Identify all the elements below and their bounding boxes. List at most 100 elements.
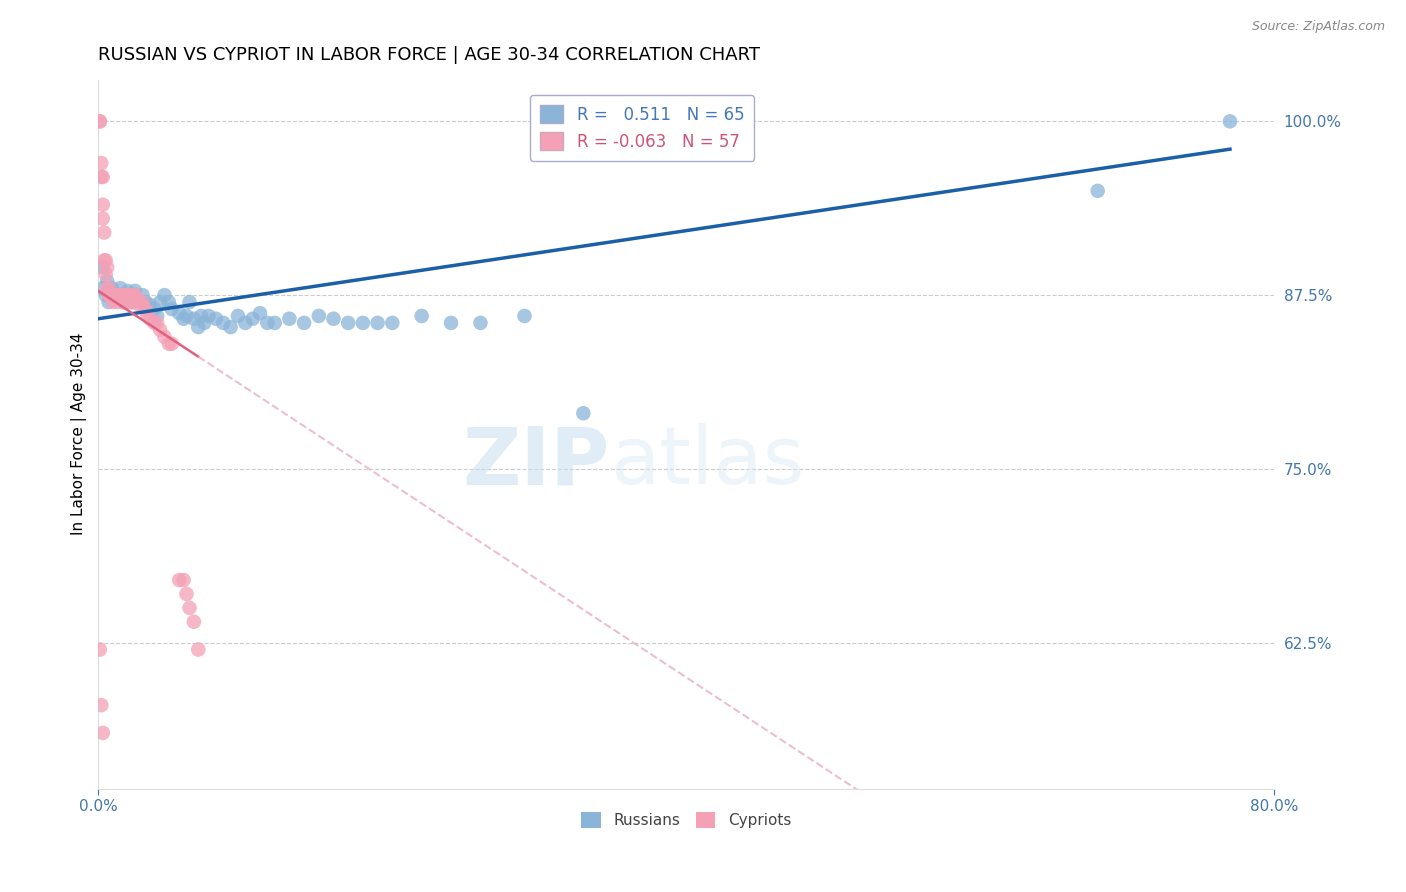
Point — [470, 316, 492, 330]
Point — [256, 316, 278, 330]
Point — [278, 311, 301, 326]
Point — [112, 295, 135, 310]
Point — [94, 288, 117, 302]
Point — [96, 274, 118, 288]
Point — [93, 253, 115, 268]
Point — [93, 226, 115, 240]
Point — [89, 642, 111, 657]
Point — [122, 288, 145, 302]
Point — [110, 288, 132, 302]
Point — [128, 298, 150, 312]
Y-axis label: In Labor Force | Age 30-34: In Labor Force | Age 30-34 — [72, 333, 87, 535]
Point — [263, 316, 285, 330]
Point — [205, 311, 228, 326]
Point — [153, 288, 176, 302]
Point — [122, 288, 145, 302]
Point — [96, 281, 118, 295]
Point — [124, 288, 146, 302]
Point — [179, 600, 201, 615]
Point — [187, 320, 209, 334]
Point — [143, 301, 166, 316]
Text: Source: ZipAtlas.com: Source: ZipAtlas.com — [1251, 20, 1385, 33]
Point — [90, 698, 112, 713]
Point — [146, 309, 169, 323]
Point — [121, 295, 143, 310]
Point — [107, 288, 129, 302]
Point — [149, 295, 172, 310]
Point — [292, 316, 315, 330]
Point — [146, 316, 169, 330]
Point — [160, 301, 183, 316]
Point — [104, 288, 127, 302]
Point — [117, 284, 139, 298]
Point — [233, 316, 256, 330]
Point — [96, 260, 118, 275]
Point — [176, 587, 198, 601]
Point — [107, 288, 129, 302]
Point — [131, 288, 153, 302]
Point — [101, 288, 124, 302]
Point — [104, 288, 127, 302]
Point — [322, 311, 344, 326]
Point — [118, 295, 141, 310]
Point — [97, 281, 120, 295]
Point — [120, 288, 142, 302]
Point — [111, 288, 134, 302]
Point — [212, 316, 235, 330]
Point — [160, 336, 183, 351]
Legend: Russians, Cypriots: Russians, Cypriots — [575, 805, 797, 834]
Point — [121, 295, 143, 310]
Point — [120, 288, 142, 302]
Point — [157, 336, 180, 351]
Point — [131, 295, 153, 310]
Point — [226, 309, 249, 323]
Point — [134, 301, 156, 316]
Point — [1087, 184, 1109, 198]
Point — [135, 306, 157, 320]
Point — [149, 323, 172, 337]
Point — [114, 288, 136, 302]
Point — [94, 267, 117, 281]
Point — [94, 253, 117, 268]
Point — [108, 288, 131, 302]
Text: ZIP: ZIP — [463, 424, 610, 501]
Point — [91, 281, 114, 295]
Point — [89, 114, 111, 128]
Point — [90, 156, 112, 170]
Point — [183, 311, 205, 326]
Point — [134, 295, 156, 310]
Point — [157, 295, 180, 310]
Point — [107, 295, 129, 310]
Point — [127, 295, 149, 310]
Point — [101, 288, 124, 302]
Point — [179, 295, 201, 310]
Point — [100, 281, 122, 295]
Point — [110, 281, 132, 295]
Point — [153, 330, 176, 344]
Point — [100, 288, 122, 302]
Point — [115, 288, 138, 302]
Point — [91, 260, 114, 275]
Point — [112, 295, 135, 310]
Point — [337, 316, 360, 330]
Point — [167, 306, 190, 320]
Point — [352, 316, 374, 330]
Point — [101, 295, 124, 310]
Text: RUSSIAN VS CYPRIOT IN LABOR FORCE | AGE 30-34 CORRELATION CHART: RUSSIAN VS CYPRIOT IN LABOR FORCE | AGE … — [98, 46, 761, 64]
Point — [103, 288, 125, 302]
Point — [91, 726, 114, 740]
Point — [103, 288, 125, 302]
Point — [117, 288, 139, 302]
Point — [108, 288, 131, 302]
Point — [167, 573, 190, 587]
Point — [572, 406, 595, 420]
Point — [139, 298, 162, 312]
Point — [173, 573, 195, 587]
Point — [249, 306, 271, 320]
Point — [308, 309, 330, 323]
Point — [91, 169, 114, 184]
Point — [118, 293, 141, 307]
Point — [98, 288, 121, 302]
Point — [111, 288, 134, 302]
Point — [411, 309, 433, 323]
